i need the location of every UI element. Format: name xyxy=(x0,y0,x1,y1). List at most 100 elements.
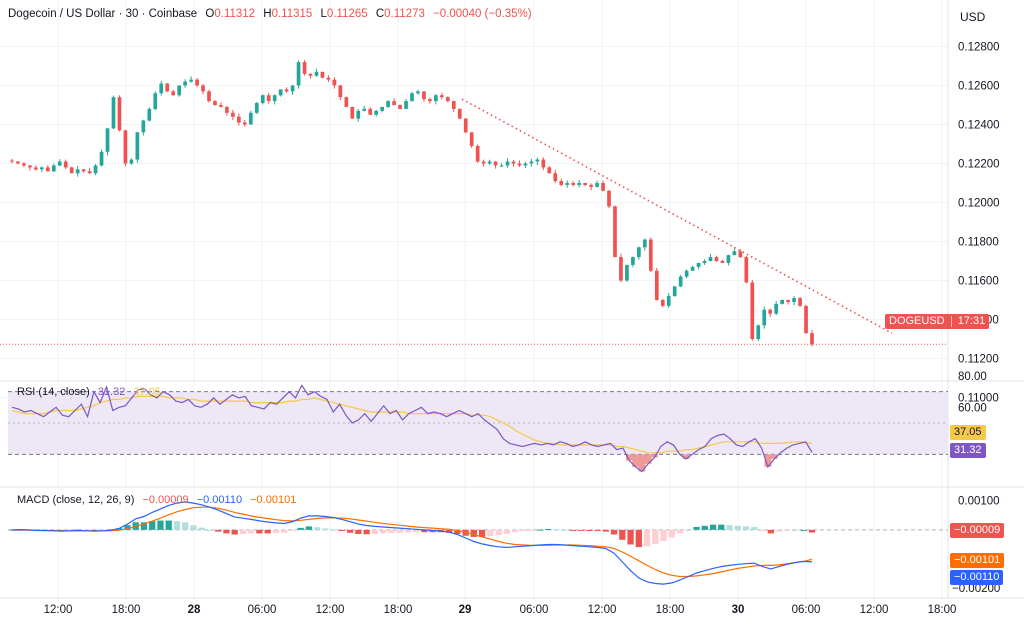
macd-histogram-bar xyxy=(347,529,354,533)
macd-histogram-bar xyxy=(800,529,807,531)
symbol-title[interactable]: Dogecoin / US Dollar · 30 · Coinbase xyxy=(8,8,198,20)
candle-body xyxy=(308,73,313,76)
macd-histogram-bar xyxy=(577,529,585,531)
macd-histogram-bar xyxy=(380,529,387,534)
candle-body xyxy=(786,300,790,302)
candle-body xyxy=(135,132,140,160)
candle-body xyxy=(81,169,86,172)
currency-label[interactable]: USD xyxy=(960,10,986,24)
macd-title[interactable]: MACD (close, 12, 26, 9) xyxy=(17,494,135,506)
macd-histogram-bar xyxy=(165,520,172,530)
candle-body xyxy=(648,239,653,271)
candle-body xyxy=(344,97,349,107)
macd-histogram-bar xyxy=(404,529,412,533)
macd-histogram-bar xyxy=(256,529,263,534)
close-value: 0.11273 xyxy=(384,8,425,20)
candle-body xyxy=(726,255,731,263)
macd-hist-badge: −0.00009 xyxy=(950,523,1005,538)
candle-body xyxy=(762,309,767,326)
macd-histogram-bar xyxy=(503,529,510,534)
macd-histogram-bar xyxy=(685,529,692,531)
candle-body xyxy=(631,257,635,265)
candle-body xyxy=(756,325,761,339)
y-axis-tick-label: 0.12600 xyxy=(958,81,1000,93)
macd-histogram-bar xyxy=(742,526,750,530)
candle-body xyxy=(290,85,295,92)
candle-body xyxy=(398,105,402,109)
macd-histogram-bar xyxy=(495,529,502,536)
y-axis-tick-label: 0.11000 xyxy=(958,393,999,405)
candle-body xyxy=(577,183,582,185)
candle-body xyxy=(380,106,384,111)
macd-histogram-bar xyxy=(206,529,214,531)
macd-histogram-bar xyxy=(693,526,700,530)
macd-histogram-bar xyxy=(759,529,766,532)
macd-histogram-bar xyxy=(223,529,230,534)
candle-body xyxy=(16,161,20,164)
macd-histogram-bar xyxy=(775,529,783,532)
candle-body xyxy=(481,161,486,164)
rsi-ma-value: 37.05 xyxy=(133,386,161,398)
macd-histogram-bar xyxy=(701,525,708,530)
macd-histogram-bar xyxy=(421,529,428,533)
candle-body xyxy=(660,300,665,306)
candle-body xyxy=(798,298,802,306)
macd-histogram-bar xyxy=(322,528,329,530)
macd-histogram-bar xyxy=(511,529,519,533)
candle-body xyxy=(589,184,593,187)
candle-body xyxy=(171,91,176,96)
candle-body xyxy=(529,161,534,164)
y-axis-tick-label: 0.12200 xyxy=(958,159,1000,171)
candle-body xyxy=(219,105,223,107)
x-axis-tick-label: 12:00 xyxy=(44,604,73,616)
candle-body xyxy=(141,120,146,133)
candle-body xyxy=(678,276,683,287)
macd-histogram-bar xyxy=(297,527,304,530)
x-axis-tick-label: 18:00 xyxy=(384,604,413,616)
macd-histogram-bar xyxy=(289,529,296,531)
candle-body xyxy=(278,89,283,96)
macd-signal-badge: −0.00101 xyxy=(950,553,1005,568)
macd-axis-label: 0.00100 xyxy=(958,496,1000,508)
candle-body xyxy=(457,108,462,119)
macd-histogram-bar xyxy=(627,529,634,545)
candle-body xyxy=(523,163,528,166)
x-axis-tick-label: 18:00 xyxy=(928,604,957,616)
macd-histogram-bar xyxy=(709,524,717,530)
candle-body xyxy=(22,163,26,166)
candle-body xyxy=(654,270,659,300)
candle-body xyxy=(189,79,193,82)
macd-histogram-bar xyxy=(412,529,420,533)
macd-histogram-bar xyxy=(116,528,123,530)
candle-body xyxy=(511,161,516,164)
x-axis-tick-label: 29 xyxy=(459,604,472,616)
macd-histogram-bar xyxy=(248,529,255,534)
macd-histogram-bar xyxy=(231,529,238,535)
rsi-title[interactable]: RSI (14, close) xyxy=(17,386,90,398)
candle-body xyxy=(207,91,211,102)
candle-body xyxy=(195,79,199,86)
candle-body xyxy=(428,99,432,102)
macd-histogram-bar xyxy=(239,529,247,534)
candle-body xyxy=(356,110,361,119)
macd-histogram-bar xyxy=(784,529,791,531)
macd-histogram-bar xyxy=(635,529,642,548)
candle-body xyxy=(63,161,68,168)
trend-line xyxy=(461,98,893,334)
candle-body xyxy=(505,161,510,166)
change-value: −0.00040 (−0.35%) xyxy=(433,8,532,20)
candle-body xyxy=(201,85,205,92)
macd-axis-label: −0.00200 xyxy=(952,583,1000,595)
macd-histogram-bar xyxy=(676,529,684,534)
x-axis-tick-label: 18:00 xyxy=(112,604,141,616)
macd-histogram-bar xyxy=(198,527,205,530)
candle-body xyxy=(619,257,623,281)
high-value: 0.11315 xyxy=(271,8,313,20)
candle-body xyxy=(672,286,677,297)
macd-histogram-bar xyxy=(553,529,560,531)
candle-body xyxy=(422,91,426,100)
macd-histogram-bar xyxy=(544,529,552,531)
candle-body xyxy=(386,101,390,107)
x-axis-tick-label: 06:00 xyxy=(792,604,821,616)
